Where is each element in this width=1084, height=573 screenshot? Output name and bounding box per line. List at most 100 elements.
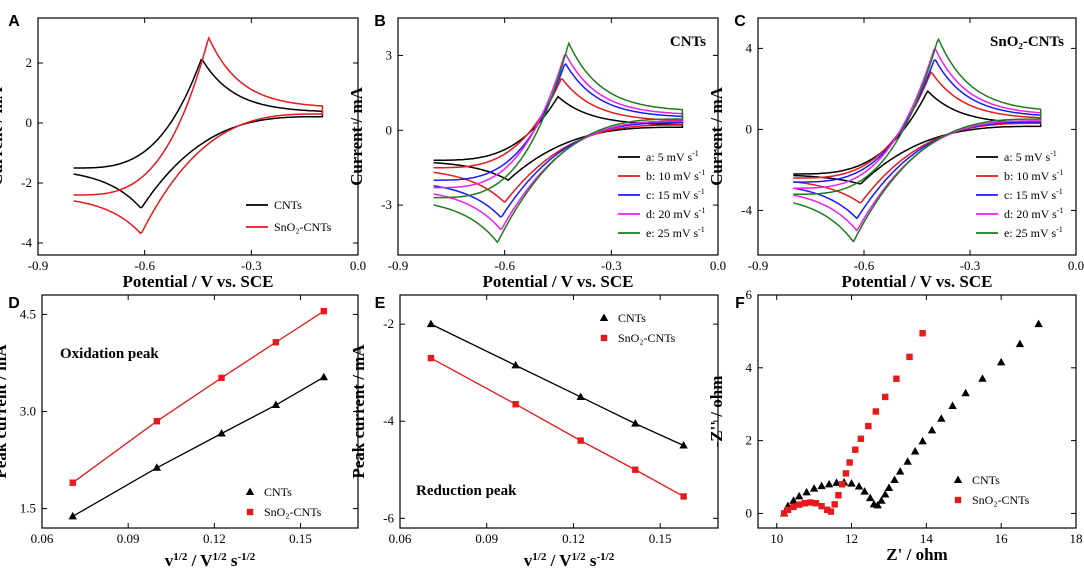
data-point: [217, 429, 226, 437]
data-point: [272, 339, 280, 346]
series-line: [793, 37, 1042, 243]
data-point: [910, 447, 920, 455]
y-tick-label: -4: [741, 202, 752, 217]
legend-label: c: 15 mV s-1: [646, 187, 705, 202]
y-axis-label: Current / mA: [707, 86, 726, 186]
legend-label: b: 10 mV s-1: [1004, 168, 1063, 183]
legend-label: CNTs: [264, 485, 292, 499]
y-axis-label: Peak current / mA: [0, 344, 10, 479]
data-point: [852, 446, 859, 453]
data-point: [1015, 339, 1025, 348]
x-tick-label: 18: [1070, 531, 1083, 546]
y-tick-label: 4: [746, 40, 753, 55]
x-tick-label: 12: [845, 531, 858, 546]
panel-E: 0.06 0.09 0.12 0.15 -6 -4 -2 E Peak current / mA…: [349, 294, 719, 570]
data-point: [842, 470, 850, 477]
legend-label: CNTs: [972, 473, 1000, 487]
data-point: [512, 401, 519, 408]
data-point: [854, 481, 864, 490]
data-point: [789, 496, 798, 504]
data-point: [895, 467, 905, 475]
legend-label: SnO₂-CNTs: [618, 331, 676, 345]
x-axis-label: Z' / ohm: [886, 545, 947, 564]
y-tick-label: -2: [383, 316, 394, 331]
y-tick-label: -6: [383, 510, 394, 525]
plot-frame: [757, 17, 1077, 256]
data-point: [961, 388, 970, 397]
y-tick-label: 2: [746, 433, 753, 448]
data-point: [632, 466, 639, 473]
annotation: Reduction peak: [416, 483, 517, 499]
data-point: [865, 422, 872, 430]
data-point: [780, 510, 788, 517]
data-point: [784, 506, 792, 513]
series-line: [793, 70, 1042, 204]
y-tick-label: 0: [746, 121, 753, 136]
legend-label: d: 20 mV s-1: [646, 206, 705, 221]
panel-A: -0.9 -0.6 -0.3 0.0 -4 -2 0 2 A Current / mA Potent…: [0, 13, 366, 291]
y-tick-label: 6: [746, 287, 753, 302]
legend-label: CNTs: [274, 198, 302, 212]
y-tick-label: 2: [26, 55, 33, 70]
legend-label: e: 25 mV s-1: [1004, 225, 1063, 240]
plot-frame: [37, 17, 359, 256]
series-line: [433, 95, 684, 182]
y-axis-label: -Z'' / ohm: [707, 376, 726, 448]
data-point: [802, 487, 811, 496]
data-point: [824, 479, 834, 488]
chart-title: SnO₂-CNTs: [990, 34, 1064, 50]
data-point: [631, 419, 640, 427]
legend-label: CNTs: [618, 311, 646, 325]
legend-label: a: 5 mV s-1: [646, 149, 699, 164]
y-tick-label: 4: [746, 360, 753, 375]
data-point: [818, 502, 825, 510]
annotation: Oxidation peak: [60, 346, 159, 362]
series-line: [433, 41, 684, 244]
data-point: [246, 508, 254, 516]
data-point: [835, 492, 842, 499]
legend-label: d: 20 mV s-1: [1004, 206, 1063, 221]
y-tick-label: -3: [381, 197, 392, 212]
x-tick-label: 0.06: [389, 531, 412, 546]
x-tick-label: -0.3: [601, 258, 622, 273]
x-tick-label: 10: [770, 531, 783, 546]
fit-line: [72, 310, 325, 484]
data-point: [577, 437, 584, 444]
x-tick-label: 0.15: [649, 531, 672, 546]
data-point: [860, 487, 869, 495]
panel-letter: F: [735, 295, 745, 312]
data-point: [893, 375, 900, 382]
data-point: [68, 511, 77, 520]
y-tick-label: -4: [21, 235, 32, 250]
data-point: [937, 414, 946, 422]
y-tick-label: 3: [386, 47, 393, 62]
panel-C: -0.9 -0.6 -0.3 0.0 -4 0 4C Current / mA Potentia…: [707, 13, 1084, 291]
legend-label: SnO₂-CNTs: [264, 505, 322, 519]
y-axis-label: Current / mA: [347, 86, 366, 186]
data-point: [426, 319, 436, 328]
data-point: [153, 418, 161, 425]
data-point: [919, 330, 926, 337]
data-point: [890, 475, 899, 483]
plot-frame: [41, 294, 359, 529]
data-point: [857, 435, 865, 443]
data-point: [953, 475, 963, 483]
panel-letter: B: [374, 13, 386, 30]
data-point: [846, 459, 853, 466]
data-point: [827, 508, 835, 515]
chart-title: CNTs: [670, 34, 706, 50]
series-line: [793, 48, 1042, 232]
data-point: [427, 354, 435, 362]
data-point: [954, 496, 962, 504]
data-point: [847, 479, 856, 487]
data-point: [795, 501, 803, 508]
legend-label: a: 5 mV s-1: [1004, 149, 1057, 164]
data-point: [812, 500, 820, 507]
legend-label: SnO₂-CNTs: [274, 220, 332, 234]
panel-D: 0.06 0.09 0.12 0.15 1.5 3.0 4.5D Peak current /…: [0, 294, 359, 570]
data-point: [801, 500, 808, 507]
series-line: [73, 36, 324, 235]
x-tick-label: 0.15: [289, 531, 312, 546]
x-tick-label: -0.9: [388, 258, 409, 273]
